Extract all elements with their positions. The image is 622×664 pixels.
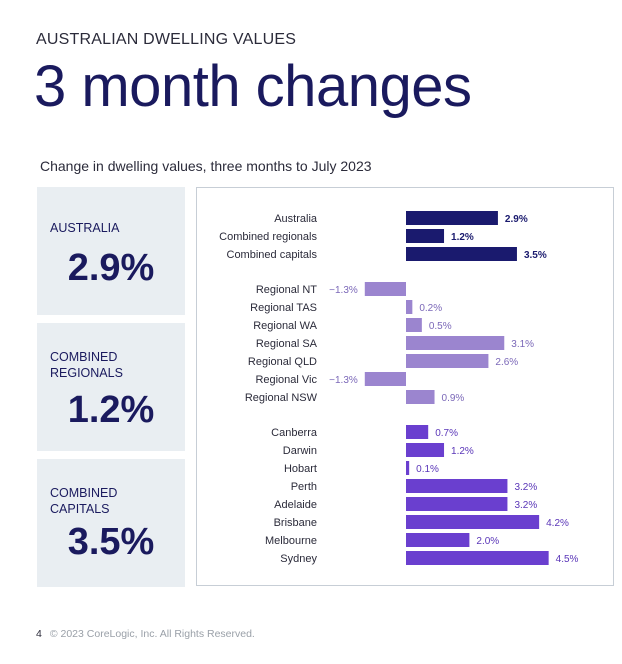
data-label-melbourne: 2.0% xyxy=(476,536,499,547)
bar-melbourne xyxy=(406,533,470,547)
bar-regional-nsw xyxy=(406,390,435,404)
page-title: 3 month changes xyxy=(34,54,472,119)
data-label-adelaide: 3.2% xyxy=(514,500,537,511)
bar-australia xyxy=(406,211,498,225)
data-label-regional-nsw: 0.9% xyxy=(442,393,465,404)
data-label-combined-capitals: 3.5% xyxy=(524,250,547,261)
bar-chart: Australia 2.9% Combined regionals 1.2% Combi… xyxy=(219,211,579,565)
chart-subtitle: Change in dwelling values, three months … xyxy=(40,158,372,174)
kpi-card-australia: AUSTRALIA 2.9% xyxy=(37,187,185,315)
data-label-regional-vic: −1.3% xyxy=(329,375,358,386)
category-label-adelaide: Adelaide xyxy=(274,499,317,511)
eyebrow-title: AUSTRALIAN DWELLING VALUES xyxy=(36,31,297,48)
data-label-regional-wa: 0.5% xyxy=(429,321,452,332)
data-label-regional-nt: −1.3% xyxy=(329,285,358,296)
data-label-regional-qld: 2.6% xyxy=(495,357,518,368)
category-label-hobart: Hobart xyxy=(284,463,317,475)
category-label-darwin: Darwin xyxy=(283,445,317,457)
kpi-card-combined-regionals: COMBINED REGIONALS 1.2% xyxy=(37,323,185,451)
bar-combined-capitals xyxy=(406,247,517,261)
data-label-regional-sa: 3.1% xyxy=(511,339,534,350)
category-label-regional-qld: Regional QLD xyxy=(248,356,317,368)
kpi-card-combined-capitals: COMBINED CAPITALS 3.5% xyxy=(37,459,185,587)
category-label-regional-vic: Regional Vic xyxy=(255,374,317,386)
kpi-label: AUSTRALIA xyxy=(50,221,120,235)
data-label-brisbane: 4.2% xyxy=(546,518,569,529)
category-label-regional-wa: Regional WA xyxy=(253,320,317,332)
bar-sydney xyxy=(406,551,549,565)
page-number: 4 xyxy=(36,628,42,640)
data-label-sydney: 4.5% xyxy=(556,554,579,565)
category-label-combined-capitals: Combined capitals xyxy=(227,249,318,261)
data-label-canberra: 0.7% xyxy=(435,428,458,439)
kpi-value: 1.2% xyxy=(67,389,155,431)
data-label-combined-regionals: 1.2% xyxy=(451,232,474,243)
category-label-perth: Perth xyxy=(291,481,317,493)
bar-hobart xyxy=(406,461,410,475)
kpi-label: COMBINED REGIONALS xyxy=(50,350,123,380)
category-label-brisbane: Brisbane xyxy=(274,517,317,529)
data-label-hobart: 0.1% xyxy=(416,464,439,475)
bar-regional-vic xyxy=(364,372,406,386)
category-label-regional-nsw: Regional NSW xyxy=(245,392,318,404)
bar-regional-sa xyxy=(406,336,505,350)
category-label-combined-regionals: Combined regionals xyxy=(219,231,317,243)
category-label-canberra: Canberra xyxy=(271,427,318,439)
copyright: © 2023 CoreLogic, Inc. All Rights Reserv… xyxy=(49,628,255,640)
data-label-regional-tas: 0.2% xyxy=(419,303,442,314)
kpi-label: COMBINED CAPITALS xyxy=(50,486,118,516)
data-label-australia: 2.9% xyxy=(505,214,528,225)
bar-canberra xyxy=(406,425,429,439)
bar-regional-tas xyxy=(406,300,413,314)
category-label-regional-tas: Regional TAS xyxy=(250,302,317,314)
data-label-darwin: 1.2% xyxy=(451,446,474,457)
bar-regional-qld xyxy=(406,354,489,368)
category-label-melbourne: Melbourne xyxy=(265,535,317,547)
category-label-sydney: Sydney xyxy=(280,553,317,565)
chart-panel: Australia 2.9% Combined regionals 1.2% Combi… xyxy=(196,187,614,586)
footer: 4 © 2023 CoreLogic, Inc. All Rights Reser… xyxy=(36,628,255,640)
bar-brisbane xyxy=(406,515,540,529)
bar-darwin xyxy=(406,443,445,457)
category-label-australia: Australia xyxy=(274,213,318,225)
bar-adelaide xyxy=(406,497,508,511)
kpi-value: 3.5% xyxy=(67,521,155,563)
kpi-value: 2.9% xyxy=(67,247,155,289)
bar-regional-nt xyxy=(364,282,406,296)
bar-regional-wa xyxy=(406,318,422,332)
bar-combined-regionals xyxy=(406,229,445,243)
data-label-perth: 3.2% xyxy=(514,482,537,493)
category-label-regional-sa: Regional SA xyxy=(256,338,318,350)
bar-perth xyxy=(406,479,508,493)
category-label-regional-nt: Regional NT xyxy=(256,284,317,296)
